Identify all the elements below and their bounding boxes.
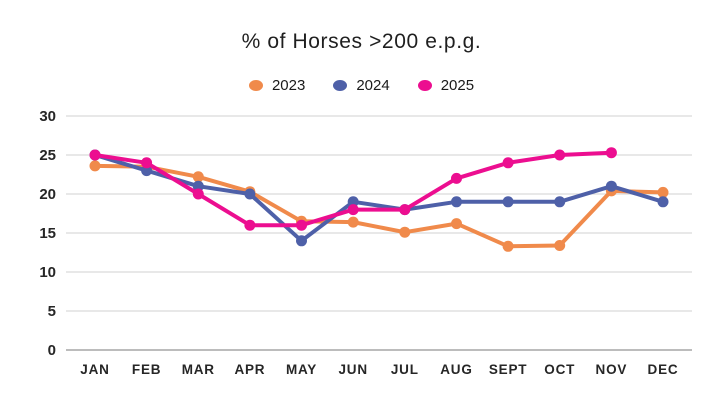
- x-axis-label-nov: NOV: [596, 362, 628, 377]
- data-point-2024-nov: [605, 180, 617, 192]
- x-axis-label-jul: JUL: [391, 362, 419, 377]
- legend: 2023 2024 2025: [0, 77, 723, 94]
- data-point-2024-may: [296, 235, 307, 247]
- x-axis-label-jan: JAN: [80, 362, 109, 377]
- data-point-2025-jun: [347, 204, 359, 216]
- x-axis-label-jun: JUN: [338, 362, 367, 377]
- series-line-2024: [93, 153, 665, 243]
- x-axis-label-apr: APR: [234, 362, 265, 377]
- x-axis-label-aug: AUG: [440, 362, 472, 377]
- series-line-2023: [93, 163, 665, 249]
- x-axis-label-mar: MAR: [182, 362, 215, 377]
- x-axis-label-oct: OCT: [544, 362, 575, 377]
- data-point-2023-dec: [657, 186, 669, 198]
- data-point-2023-aug: [451, 218, 462, 230]
- y-axis-tick-25: 25: [39, 147, 56, 164]
- data-point-2023-jul: [399, 226, 411, 238]
- data-point-2024-dec: [657, 196, 669, 208]
- legend-item-2025: 2025: [417, 77, 475, 94]
- data-point-2023-mar: [192, 171, 204, 183]
- data-point-2023-jan: [89, 160, 101, 172]
- data-point-2024-sept: [502, 196, 514, 208]
- y-axis-tick-20: 20: [39, 186, 56, 203]
- data-point-2025-feb: [141, 157, 153, 169]
- x-axis-label-dec: DEC: [648, 362, 679, 377]
- legend-dot-2025-icon: [417, 80, 432, 91]
- legend-item-2023: 2023: [248, 77, 306, 94]
- x-axis-label-may: MAY: [286, 362, 317, 377]
- data-point-2024-aug: [451, 196, 462, 208]
- data-point-2025-aug: [451, 172, 462, 184]
- data-point-2025-jan: [89, 149, 101, 161]
- y-axis-tick-30: 30: [39, 108, 56, 125]
- data-point-2024-apr: [244, 188, 256, 200]
- legend-label-2025: 2025: [440, 77, 475, 94]
- y-axis-tick-10: 10: [39, 264, 56, 281]
- y-axis-tick-15: 15: [39, 225, 56, 242]
- x-axis-label-feb: FEB: [132, 362, 161, 377]
- y-axis-tick-0: 0: [48, 342, 56, 359]
- data-point-2025-oct: [554, 149, 566, 161]
- data-point-2025-apr: [244, 219, 256, 231]
- data-point-2025-nov: [605, 147, 617, 159]
- x-axis-label-sept: SEPT: [489, 362, 527, 377]
- legend-dot-2023-icon: [248, 80, 263, 91]
- legend-item-2024: 2024: [333, 77, 390, 94]
- data-point-2025-mar: [192, 188, 204, 200]
- data-point-2025-may: [296, 219, 307, 231]
- data-point-2023-jun: [347, 216, 359, 228]
- data-point-2023-sept: [502, 240, 514, 252]
- data-point-2025-jul: [399, 204, 411, 216]
- data-point-2024-mar: [192, 180, 204, 192]
- data-point-2024-jun: [347, 196, 359, 208]
- legend-label-2024: 2024: [356, 77, 390, 94]
- data-point-2023-oct: [554, 240, 566, 251]
- data-point-2025-sept: [502, 157, 514, 169]
- y-axis-tick-5: 5: [48, 303, 56, 320]
- chart-title: % of Horses >200 e.p.g.: [241, 30, 482, 53]
- data-point-2024-feb: [141, 165, 153, 177]
- legend-dot-2024-icon: [333, 80, 348, 91]
- legend-label-2023: 2023: [271, 77, 306, 94]
- data-point-2024-oct: [554, 196, 566, 208]
